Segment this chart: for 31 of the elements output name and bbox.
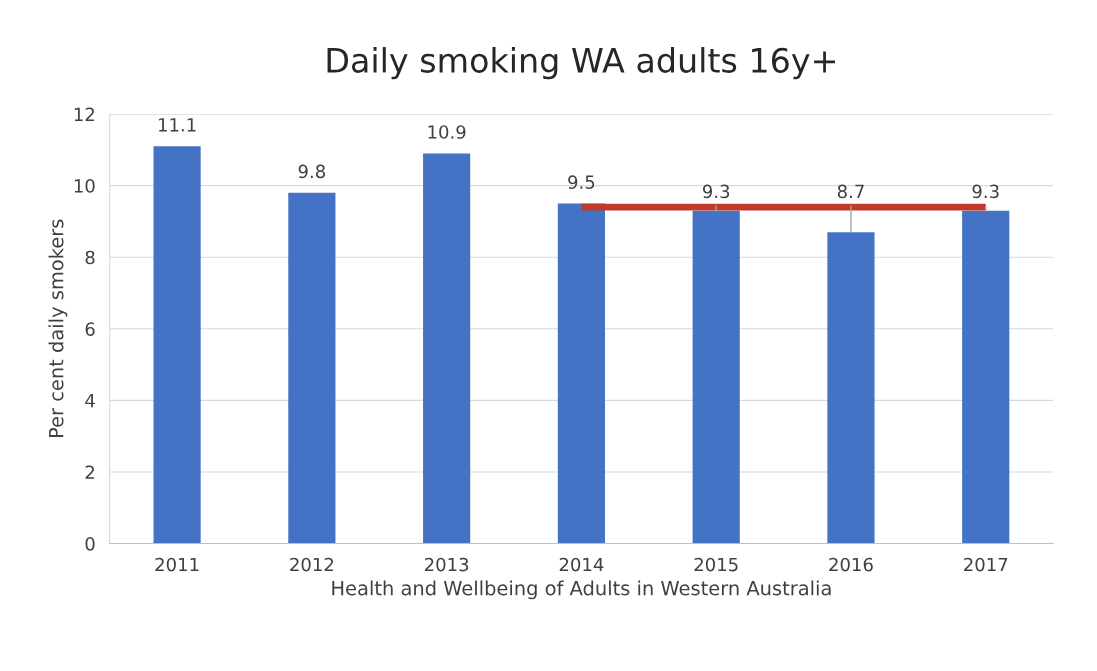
bar	[423, 153, 471, 544]
y-tick-label: 10	[74, 179, 95, 193]
y-tick-label: 12	[74, 107, 94, 121]
x-tick-label: 2011	[155, 557, 199, 572]
x-tick-label: 2013	[424, 557, 469, 572]
data-label: 8.7	[837, 184, 864, 199]
bar	[962, 210, 1010, 544]
bar	[153, 146, 201, 544]
x-axis-title: Health and Wellbeing of Adults in Western Australia	[332, 580, 831, 600]
bar	[557, 203, 605, 544]
bar	[692, 210, 740, 544]
data-label: 11.1	[158, 118, 196, 132]
y-tick-label: 8	[85, 250, 95, 265]
data-label: 9.5	[568, 175, 595, 189]
chart-title: Daily smoking WA adults 16y+	[327, 47, 835, 80]
x-tick-label: 2014	[559, 557, 604, 572]
x-tick-label: 2016	[829, 557, 873, 572]
x-tick-label: 2012	[290, 557, 334, 572]
data-label: 9.3	[702, 184, 730, 199]
y-tick-label: 6	[85, 322, 95, 336]
y-tick-label: 2	[85, 465, 94, 479]
y-tick-label: 0	[85, 536, 95, 551]
x-tick-label: 2017	[964, 557, 1008, 572]
data-label: 9.8	[298, 164, 325, 179]
data-label: 10.9	[428, 125, 466, 139]
bar	[288, 192, 336, 544]
bar	[827, 232, 875, 544]
data-label: 9.3	[972, 184, 999, 199]
x-tick-label: 2015	[694, 557, 738, 572]
y-axis-title: Per cent daily smokers	[48, 219, 68, 438]
y-tick-label: 4	[85, 394, 95, 408]
